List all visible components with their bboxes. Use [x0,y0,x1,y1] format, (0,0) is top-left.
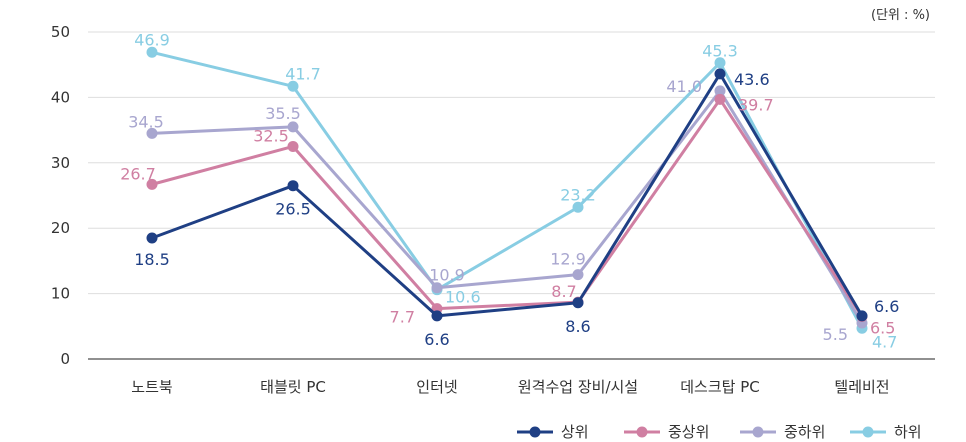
data-label: 32.5 [253,126,289,145]
data-label: 41.7 [285,64,321,83]
data-point [146,232,158,244]
data-label: 10.9 [429,266,465,285]
x-tick-label: 태블릿 PC [260,378,326,396]
data-point [287,180,299,192]
data-point [714,68,726,80]
series-layer [146,46,868,334]
data-label: 26.5 [275,200,311,219]
data-label: 39.7 [738,95,774,114]
legend-label: 중하위 [784,423,825,441]
series-line-2 [151,89,864,324]
unit-label: (단위 : %) [871,8,930,23]
data-label: 23.2 [560,185,596,204]
data-label: 8.6 [565,317,590,336]
data-label: 43.6 [734,70,770,89]
legend-marker [529,426,541,438]
grid [88,31,935,295]
legend-marker [862,426,874,438]
x-tick-label: 원격수업 장비/시설 [518,378,638,396]
x-tick-label: 텔레비전 [834,378,889,396]
data-point [431,282,443,294]
data-label: 7.7 [390,308,415,327]
legend-label: 중상위 [668,423,709,441]
data-label: 18.5 [134,250,170,269]
data-point [146,178,158,190]
data-point [146,46,158,58]
data-label: 4.7 [872,332,897,351]
y-tick-label: 50 [51,23,70,41]
y-tick-label: 20 [51,219,70,237]
data-point [714,93,726,105]
data-label: 34.5 [128,112,164,131]
data-point [856,310,868,322]
legend-label: 상위 [561,423,589,441]
legend-marker [752,426,764,438]
y-tick-label: 40 [51,88,70,106]
legend-label: 하위 [894,423,922,441]
data-point [146,127,158,139]
data-label: 5.5 [823,325,848,344]
data-label: 6.6 [424,330,449,349]
legend: 상위 중상위 중하위 하위 [517,423,922,441]
data-point [714,85,726,97]
data-label: 41.0 [666,77,702,96]
data-point [572,269,584,281]
data-label: 26.7 [120,164,156,183]
data-label: 45.3 [702,42,738,61]
data-point [287,140,299,152]
legend-marker [636,426,648,438]
data-label: 10.6 [445,288,481,307]
data-point [431,310,443,322]
series-line-1 [151,97,864,318]
data-point [572,201,584,213]
data-point [287,121,299,133]
data-labels: 18.5 26.5 6.6 8.6 43.6 6.6 26.7 32.5 7.7 8.7 39.7 6… [120,30,899,351]
x-tick-label: 데스크탑 PC [680,378,760,396]
data-label: 35.5 [265,104,301,123]
y-tick-label: 30 [51,154,70,172]
data-label: 6.5 [870,318,895,337]
series-line-0 [151,72,864,318]
data-label: 46.9 [134,30,170,49]
data-point [572,297,584,309]
y-tick-label: 10 [51,285,70,303]
data-label: 8.7 [551,282,576,301]
axes: 0 10 20 30 40 50 노트북 태블릿 PC 인터넷 원격수업 장비/시설 데스크탑 PC… [51,23,935,396]
data-point [287,80,299,92]
x-tick-label: 인터넷 [416,378,457,396]
series-line-3 [151,50,864,329]
x-tick-label: 노트북 [131,378,172,396]
y-tick-label: 0 [60,350,70,368]
data-point [714,57,726,69]
data-label: 12.9 [550,250,586,269]
data-label: 6.6 [874,297,899,316]
